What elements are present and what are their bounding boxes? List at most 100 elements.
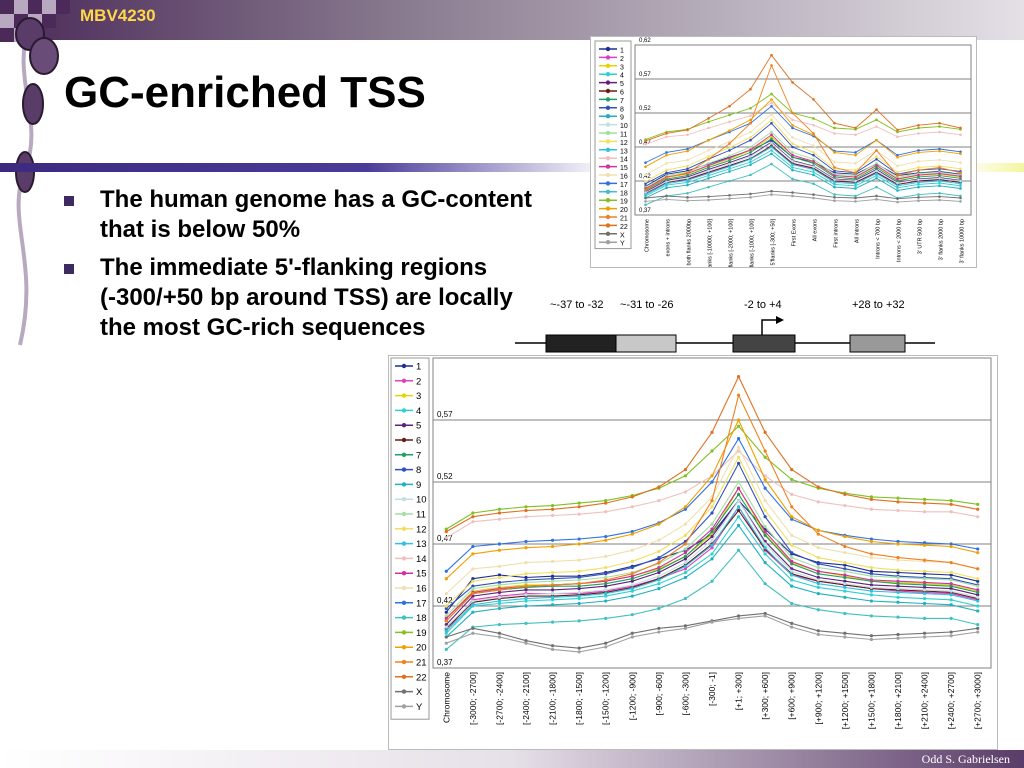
data-point: [770, 162, 773, 166]
data-point: [875, 166, 878, 169]
data-point: [736, 486, 741, 490]
data-point: [707, 155, 710, 158]
data-point: [657, 565, 661, 570]
data-point: [896, 632, 900, 637]
tss-arrowhead-icon: [776, 316, 784, 324]
data-point: [657, 485, 661, 489]
legend-label: 14: [620, 157, 628, 164]
data-point: [843, 551, 847, 555]
data-point: [497, 601, 502, 606]
data-point: [917, 199, 920, 203]
data-point: [959, 133, 962, 137]
data-point: [812, 132, 815, 135]
data-point: [497, 517, 502, 521]
data-point: [938, 130, 941, 134]
data-point: [657, 606, 661, 611]
y-tick-label: 0,52: [437, 472, 453, 481]
x-tick-label: [-900; -600]: [654, 672, 664, 715]
data-point: [770, 121, 773, 125]
data-point: [604, 584, 608, 588]
data-point: [577, 594, 581, 598]
data-point: [630, 574, 634, 578]
data-point: [896, 128, 899, 132]
series-line-14: [644, 101, 962, 146]
data-point: [917, 166, 920, 169]
legend-label: 7: [620, 98, 624, 105]
data-point: [816, 629, 820, 633]
data-point: [869, 634, 874, 638]
data-point: [524, 539, 528, 544]
data-point: [707, 176, 710, 180]
data-point: [896, 539, 900, 544]
y-tick-label: 0,62: [639, 38, 651, 44]
data-point: [791, 151, 794, 154]
data-point: [763, 455, 767, 459]
data-point: [812, 162, 815, 165]
data-point: [959, 171, 962, 175]
data-point: [683, 624, 688, 628]
data-point: [728, 149, 731, 152]
data-point: [833, 166, 836, 169]
legend-item: 15: [599, 164, 628, 172]
legend-label: 19: [620, 199, 628, 206]
data-point: [790, 468, 794, 472]
data-point: [707, 162, 710, 165]
data-point: [896, 595, 900, 599]
legend-label: 10: [620, 123, 628, 130]
data-point: [683, 533, 688, 537]
data-point: [843, 492, 847, 496]
data-point: [524, 508, 528, 513]
data-point: [922, 577, 927, 581]
data-point: [497, 590, 502, 594]
legend-item: 10: [599, 122, 628, 130]
data-point: [630, 635, 634, 639]
data-point: [683, 596, 688, 601]
data-point: [917, 149, 920, 152]
data-point: [686, 179, 689, 182]
data-point: [770, 152, 773, 156]
legend-item: 15: [395, 569, 427, 580]
data-point: [444, 527, 448, 531]
data-point: [710, 527, 714, 531]
legend-item: 19: [395, 628, 427, 639]
data-point: [816, 562, 820, 566]
legend-item: 12: [395, 524, 427, 535]
data-point: [471, 587, 475, 591]
data-point: [875, 194, 878, 198]
data-point: [686, 191, 689, 195]
data-point: [816, 582, 820, 586]
data-point: [917, 123, 920, 127]
data-point: [665, 186, 668, 190]
data-point: [683, 551, 688, 555]
data-point: [728, 104, 731, 108]
series-line-21: [444, 393, 980, 623]
data-point: [707, 172, 710, 175]
y-tick-label: 0,37: [437, 658, 453, 667]
x-tick-label: [-600; -300]: [680, 672, 690, 715]
data-point: [710, 511, 714, 515]
x-tick-label: [-1800; -1500]: [574, 672, 584, 725]
data-point: [791, 123, 794, 127]
data-point: [763, 546, 767, 550]
data-point: [959, 126, 962, 130]
data-point: [875, 118, 878, 122]
data-point: [812, 157, 815, 161]
data-point: [630, 559, 634, 563]
data-point: [938, 149, 941, 153]
data-point: [657, 561, 661, 565]
data-point: [816, 569, 820, 573]
data-point: [577, 558, 581, 562]
x-tick-label: [-2400; -2100]: [521, 672, 531, 725]
data-point: [816, 556, 820, 560]
series-line-20: [444, 418, 980, 581]
legend-label: 13: [416, 539, 427, 550]
region-summary-chart: 0,62 0,57 0,52 0,47 0,42 0,37 Chromosome exons …: [594, 38, 972, 291]
data-point: [550, 513, 555, 518]
data-point: [917, 159, 920, 163]
legend-label: Y: [416, 702, 423, 713]
data-point: [976, 551, 980, 555]
data-point: [949, 587, 953, 591]
data-point: [833, 181, 836, 184]
data-point: [604, 578, 608, 582]
data-point: [630, 589, 634, 593]
